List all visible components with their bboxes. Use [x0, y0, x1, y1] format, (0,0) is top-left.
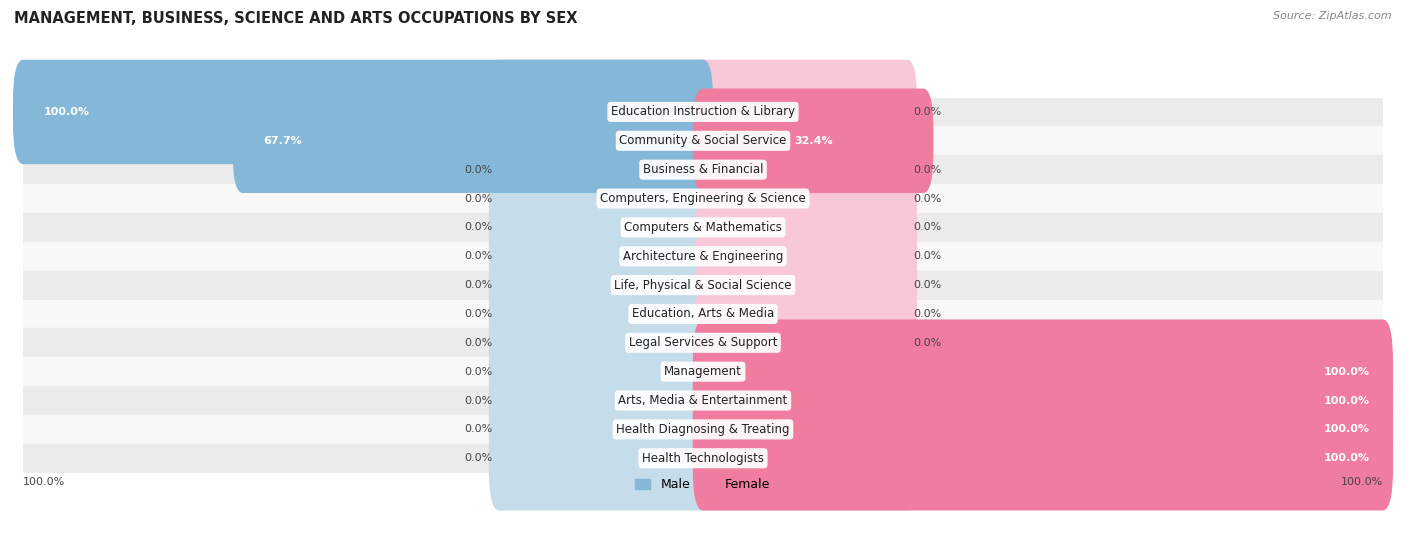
- Bar: [22, 328, 1384, 357]
- FancyBboxPatch shape: [693, 319, 1393, 424]
- Text: 32.4%: 32.4%: [794, 136, 832, 146]
- Text: Computers & Mathematics: Computers & Mathematics: [624, 221, 782, 234]
- Text: Architecture & Engineering: Architecture & Engineering: [623, 250, 783, 263]
- FancyBboxPatch shape: [693, 233, 917, 337]
- Bar: [22, 300, 1384, 328]
- FancyBboxPatch shape: [693, 348, 1393, 453]
- FancyBboxPatch shape: [489, 60, 713, 164]
- Text: Health Diagnosing & Treating: Health Diagnosing & Treating: [616, 423, 790, 436]
- Bar: [22, 97, 1384, 126]
- Text: Health Technologists: Health Technologists: [643, 452, 763, 465]
- Text: 0.0%: 0.0%: [464, 165, 492, 174]
- FancyBboxPatch shape: [489, 146, 713, 251]
- FancyBboxPatch shape: [693, 146, 917, 251]
- Text: Life, Physical & Social Science: Life, Physical & Social Science: [614, 278, 792, 292]
- Text: 0.0%: 0.0%: [464, 453, 492, 463]
- FancyBboxPatch shape: [693, 88, 917, 193]
- Bar: [22, 242, 1384, 271]
- Text: 0.0%: 0.0%: [464, 222, 492, 233]
- Bar: [22, 357, 1384, 386]
- Text: MANAGEMENT, BUSINESS, SCIENCE AND ARTS OCCUPATIONS BY SEX: MANAGEMENT, BUSINESS, SCIENCE AND ARTS O…: [14, 11, 578, 26]
- Text: 100.0%: 100.0%: [1323, 453, 1369, 463]
- Text: 100.0%: 100.0%: [1323, 424, 1369, 434]
- Text: 0.0%: 0.0%: [464, 367, 492, 377]
- FancyBboxPatch shape: [693, 204, 917, 309]
- FancyBboxPatch shape: [489, 348, 713, 453]
- Legend: Male, Female: Male, Female: [630, 473, 776, 496]
- Text: 100.0%: 100.0%: [1323, 396, 1369, 405]
- Text: 100.0%: 100.0%: [22, 477, 66, 487]
- FancyBboxPatch shape: [13, 60, 713, 164]
- Text: 0.0%: 0.0%: [464, 396, 492, 405]
- Text: 0.0%: 0.0%: [464, 338, 492, 348]
- FancyBboxPatch shape: [489, 88, 713, 193]
- FancyBboxPatch shape: [489, 117, 713, 222]
- FancyBboxPatch shape: [693, 406, 917, 510]
- Text: 0.0%: 0.0%: [914, 222, 942, 233]
- Text: Community & Social Service: Community & Social Service: [619, 134, 787, 147]
- Text: 0.0%: 0.0%: [464, 309, 492, 319]
- Text: 67.7%: 67.7%: [263, 136, 302, 146]
- FancyBboxPatch shape: [693, 117, 917, 222]
- Text: 0.0%: 0.0%: [914, 338, 942, 348]
- FancyBboxPatch shape: [693, 377, 1393, 482]
- Bar: [22, 184, 1384, 213]
- Text: Education, Arts & Media: Education, Arts & Media: [631, 307, 775, 320]
- Text: Computers, Engineering & Science: Computers, Engineering & Science: [600, 192, 806, 205]
- FancyBboxPatch shape: [489, 233, 713, 337]
- FancyBboxPatch shape: [489, 377, 713, 482]
- FancyBboxPatch shape: [489, 319, 713, 424]
- Text: Arts, Media & Entertainment: Arts, Media & Entertainment: [619, 394, 787, 407]
- Text: 0.0%: 0.0%: [914, 165, 942, 174]
- FancyBboxPatch shape: [693, 262, 917, 366]
- Text: Source: ZipAtlas.com: Source: ZipAtlas.com: [1274, 11, 1392, 21]
- Text: Management: Management: [664, 365, 742, 378]
- FancyBboxPatch shape: [693, 175, 917, 280]
- Text: 0.0%: 0.0%: [464, 424, 492, 434]
- Text: 0.0%: 0.0%: [914, 280, 942, 290]
- FancyBboxPatch shape: [693, 88, 934, 193]
- FancyBboxPatch shape: [489, 204, 713, 309]
- Text: Business & Financial: Business & Financial: [643, 163, 763, 176]
- Bar: [22, 271, 1384, 300]
- Bar: [22, 126, 1384, 155]
- FancyBboxPatch shape: [693, 377, 917, 482]
- Bar: [22, 155, 1384, 184]
- FancyBboxPatch shape: [693, 60, 917, 164]
- FancyBboxPatch shape: [693, 291, 917, 395]
- Bar: [22, 386, 1384, 415]
- FancyBboxPatch shape: [489, 291, 713, 395]
- FancyBboxPatch shape: [693, 319, 917, 424]
- Text: 0.0%: 0.0%: [464, 251, 492, 261]
- FancyBboxPatch shape: [693, 348, 917, 453]
- FancyBboxPatch shape: [489, 175, 713, 280]
- Bar: [22, 444, 1384, 473]
- Text: 0.0%: 0.0%: [914, 107, 942, 117]
- FancyBboxPatch shape: [232, 88, 713, 193]
- Text: 0.0%: 0.0%: [914, 193, 942, 203]
- FancyBboxPatch shape: [489, 406, 713, 510]
- Bar: [22, 213, 1384, 242]
- Text: 0.0%: 0.0%: [464, 193, 492, 203]
- FancyBboxPatch shape: [693, 406, 1393, 510]
- Text: 100.0%: 100.0%: [1340, 477, 1384, 487]
- Text: 0.0%: 0.0%: [914, 309, 942, 319]
- Text: 0.0%: 0.0%: [914, 251, 942, 261]
- Text: Education Instruction & Library: Education Instruction & Library: [612, 106, 794, 119]
- Text: 0.0%: 0.0%: [464, 280, 492, 290]
- Text: 100.0%: 100.0%: [1323, 367, 1369, 377]
- Text: Legal Services & Support: Legal Services & Support: [628, 337, 778, 349]
- Text: 100.0%: 100.0%: [44, 107, 90, 117]
- Bar: [22, 415, 1384, 444]
- FancyBboxPatch shape: [489, 262, 713, 366]
